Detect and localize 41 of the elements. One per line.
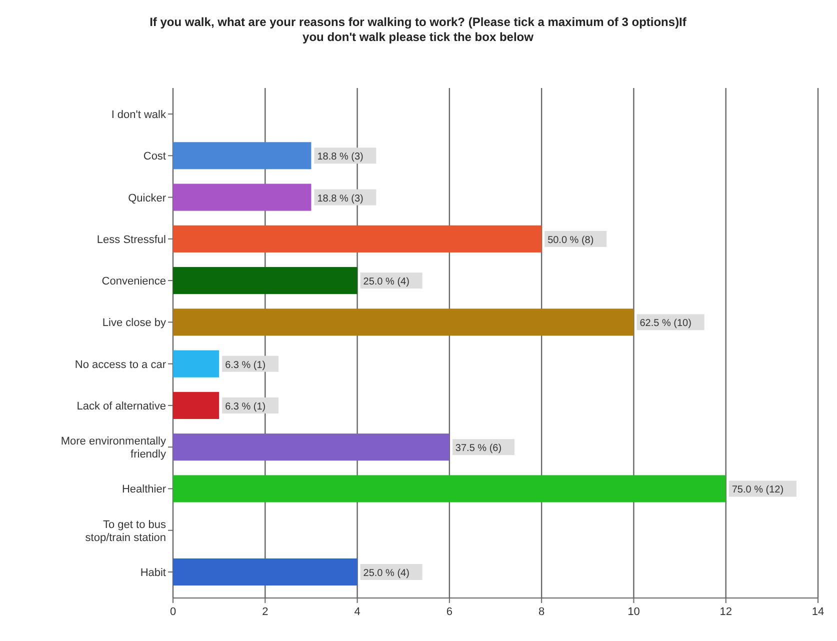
data-label: 50.0 % (8) xyxy=(548,234,594,246)
bar xyxy=(173,558,358,586)
x-tick-label: 12 xyxy=(720,606,732,618)
data-label: 6.3 % (1) xyxy=(225,360,266,371)
data-label: 25.0 % (4) xyxy=(363,568,410,579)
data-label: 6.3 % (1) xyxy=(225,401,266,412)
y-tick-label: Quicker xyxy=(128,192,166,204)
data-label: 18.8 % (3) xyxy=(317,193,364,204)
bar xyxy=(173,267,358,294)
bar xyxy=(173,142,312,170)
y-tick-label: Convenience xyxy=(102,276,166,288)
bar xyxy=(173,184,312,211)
bar xyxy=(173,475,726,502)
x-tick-label: 14 xyxy=(812,606,824,618)
chart-title: If you walk, what are your reasons for walking to work? (Please tick a maximum of 3 options)If you don't walk please tick the box below xyxy=(150,15,688,44)
y-tick-label: More environmentally friendly xyxy=(60,436,166,461)
data-label: 75.0 % (12) xyxy=(732,484,784,496)
bar xyxy=(173,350,220,378)
y-tick-label: To get to bus stop/train station xyxy=(85,518,166,544)
y-tick-label: Cost xyxy=(143,150,166,163)
x-tick-label: 0 xyxy=(170,606,176,618)
bar xyxy=(173,434,450,461)
y-tick-label: Habit xyxy=(140,566,166,579)
data-label: 25.0 % (4) xyxy=(363,276,410,288)
y-tick-label: Lack of alternative xyxy=(76,400,166,412)
bar xyxy=(173,225,542,252)
x-tick-label: 2 xyxy=(262,606,268,618)
y-tick-label: Healthier xyxy=(122,484,166,496)
x-tick-label: 10 xyxy=(628,606,640,618)
y-tick-label: No access to a car xyxy=(74,358,166,371)
y-tick-label: Less Stressful xyxy=(96,234,166,246)
bar xyxy=(173,392,220,419)
y-tick-label: Live close by xyxy=(102,317,166,330)
x-tick-label: 4 xyxy=(354,606,360,618)
bar xyxy=(173,308,634,336)
x-tick-label: 8 xyxy=(538,606,545,618)
data-label: 18.8 % (3) xyxy=(317,152,364,163)
y-tick-label: I don't walk xyxy=(111,109,166,122)
data-label: 37.5 % (6) xyxy=(455,443,502,454)
x-tick-label: 6 xyxy=(446,606,452,618)
data-label: 62.5 % (10) xyxy=(640,318,692,330)
